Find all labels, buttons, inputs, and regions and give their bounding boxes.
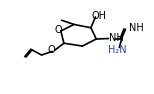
Text: OH: OH (92, 11, 107, 20)
Text: NH: NH (129, 23, 144, 33)
Text: O: O (47, 45, 55, 55)
Text: NH: NH (109, 33, 124, 43)
Text: O: O (54, 25, 62, 35)
Text: H₂N: H₂N (109, 45, 127, 55)
